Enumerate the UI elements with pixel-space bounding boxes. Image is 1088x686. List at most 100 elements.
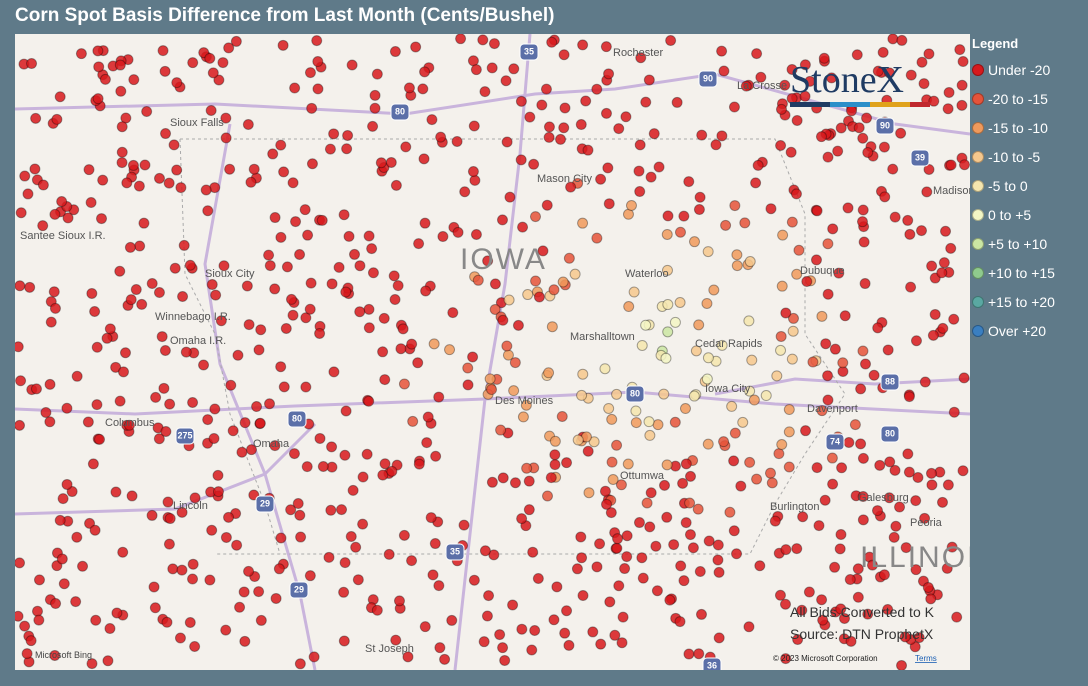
station[interactable] [336, 504, 348, 516]
station[interactable] [775, 330, 787, 342]
station[interactable] [75, 48, 87, 60]
station[interactable] [923, 163, 935, 175]
station[interactable] [446, 614, 458, 626]
station[interactable] [429, 538, 441, 550]
station[interactable] [710, 139, 722, 151]
station[interactable] [791, 268, 803, 280]
legend-item[interactable]: -10 to -5 [972, 142, 1055, 171]
station[interactable] [77, 560, 89, 572]
station[interactable] [363, 322, 375, 334]
station[interactable] [651, 585, 663, 597]
station[interactable] [728, 525, 740, 537]
station[interactable] [273, 563, 285, 575]
station[interactable] [83, 164, 95, 176]
station[interactable] [31, 605, 43, 617]
station[interactable] [483, 590, 495, 602]
station[interactable] [328, 366, 340, 378]
station[interactable] [163, 538, 175, 550]
station[interactable] [811, 205, 823, 217]
station[interactable] [537, 245, 549, 257]
station[interactable] [86, 658, 98, 670]
station[interactable] [521, 462, 533, 474]
station[interactable] [407, 415, 419, 427]
station[interactable] [49, 302, 61, 314]
station[interactable] [462, 362, 474, 374]
station[interactable] [30, 112, 42, 124]
station[interactable] [925, 467, 937, 479]
station[interactable] [426, 114, 438, 126]
station[interactable] [241, 280, 253, 292]
station[interactable] [311, 35, 323, 47]
station[interactable] [776, 280, 788, 292]
station[interactable] [97, 174, 109, 186]
station[interactable] [248, 163, 260, 175]
station[interactable] [577, 217, 589, 229]
station[interactable] [783, 461, 795, 473]
station[interactable] [834, 543, 846, 555]
station[interactable] [835, 529, 847, 541]
station[interactable] [636, 552, 648, 564]
station[interactable] [406, 338, 418, 350]
station[interactable] [357, 471, 369, 483]
station[interactable] [187, 396, 199, 408]
station[interactable] [822, 238, 834, 250]
station[interactable] [760, 390, 772, 402]
station[interactable] [210, 289, 222, 301]
station[interactable] [340, 286, 352, 298]
station[interactable] [878, 141, 890, 153]
station[interactable] [238, 586, 250, 598]
station[interactable] [896, 34, 908, 46]
station[interactable] [822, 394, 834, 406]
station[interactable] [571, 563, 583, 575]
station[interactable] [640, 319, 652, 331]
station[interactable] [269, 212, 281, 224]
station[interactable] [529, 211, 541, 223]
station[interactable] [575, 119, 587, 131]
station[interactable] [177, 291, 189, 303]
station[interactable] [30, 383, 42, 395]
station[interactable] [615, 479, 627, 491]
station[interactable] [816, 405, 828, 417]
station[interactable] [945, 242, 957, 254]
station[interactable] [640, 96, 652, 108]
station[interactable] [136, 298, 148, 310]
station[interactable] [712, 539, 724, 551]
station[interactable] [326, 278, 338, 290]
station[interactable] [275, 361, 287, 373]
station[interactable] [918, 78, 930, 90]
station[interactable] [601, 498, 613, 510]
station[interactable] [254, 417, 266, 429]
station[interactable] [835, 603, 847, 615]
station[interactable] [671, 96, 683, 108]
station[interactable] [868, 369, 880, 381]
station[interactable] [872, 65, 884, 77]
station[interactable] [15, 207, 27, 219]
station[interactable] [728, 455, 740, 467]
station[interactable] [634, 186, 646, 198]
station[interactable] [912, 471, 924, 483]
station[interactable] [275, 231, 287, 243]
station[interactable] [693, 648, 705, 660]
station[interactable] [224, 163, 236, 175]
station[interactable] [290, 216, 302, 228]
station[interactable] [951, 611, 963, 623]
station[interactable] [115, 85, 127, 97]
station[interactable] [421, 437, 433, 449]
station[interactable] [164, 513, 176, 525]
station[interactable] [134, 240, 146, 252]
station[interactable] [644, 429, 656, 441]
station[interactable] [232, 349, 244, 361]
station[interactable] [773, 448, 785, 460]
station[interactable] [764, 467, 776, 479]
station[interactable] [467, 166, 479, 178]
station[interactable] [171, 164, 183, 176]
station[interactable] [622, 458, 634, 470]
station[interactable] [728, 101, 740, 113]
station[interactable] [300, 312, 312, 324]
station[interactable] [227, 425, 239, 437]
station[interactable] [339, 449, 351, 461]
station[interactable] [803, 586, 815, 598]
station[interactable] [815, 131, 827, 143]
station[interactable] [563, 639, 575, 651]
station[interactable] [659, 479, 671, 491]
